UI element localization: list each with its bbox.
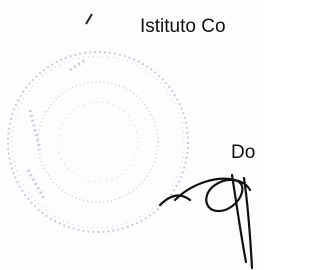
stamp-and-signature xyxy=(0,0,262,270)
signatory-title: Do xyxy=(231,142,255,164)
institution-name: Istituto Co xyxy=(140,16,226,38)
mark xyxy=(86,14,92,24)
signature xyxy=(160,175,252,268)
document-fragment: Istituto Co Do xyxy=(0,0,262,270)
